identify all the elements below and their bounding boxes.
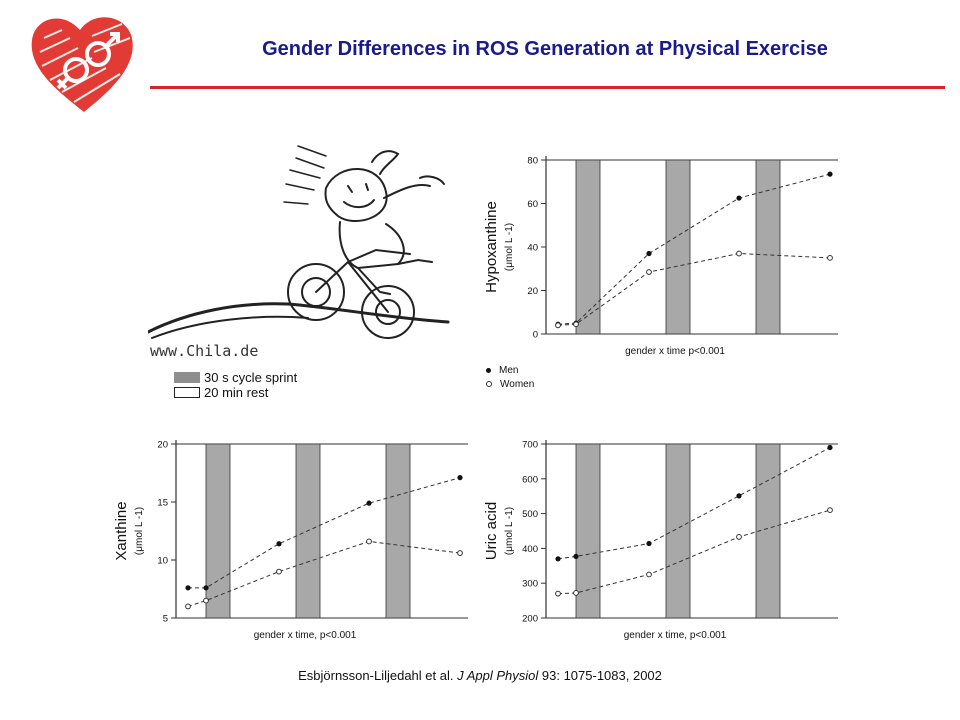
sprint-swatch <box>174 372 200 383</box>
sprint-bar-1 <box>205 443 231 619</box>
title-divider <box>150 86 945 89</box>
data-point-women <box>646 269 652 275</box>
legend-men: Men <box>486 364 534 378</box>
data-point-women <box>555 322 561 329</box>
data-point-men <box>646 250 652 257</box>
data-point-men <box>827 444 833 451</box>
data-point-men <box>736 493 742 499</box>
y-tick-label: 10 <box>157 556 168 567</box>
legend-rest: 20 min rest <box>174 385 297 400</box>
citation-details: 93: 1075-1083, 2002 <box>541 668 662 683</box>
heart-gender-logo <box>31 17 133 112</box>
data-point-men <box>457 475 463 481</box>
data-point-women <box>573 590 579 596</box>
data-point-women <box>736 250 742 257</box>
x-axis-title: gender x time p<0.001 <box>625 346 725 357</box>
y-axis-title: Hypoxanthine <box>483 201 500 293</box>
data-point-women <box>457 550 463 556</box>
y-tick-label: 20 <box>157 440 168 451</box>
sprint-bar-3 <box>755 159 781 335</box>
data-point-women <box>646 571 652 578</box>
data-point-women <box>736 534 742 540</box>
cartoon-watermark: www.Chila.de <box>150 342 258 360</box>
y-tick-label: 40 <box>527 243 538 254</box>
y-axis-unit: (μmol L -1) <box>134 507 145 555</box>
legend-women: Women <box>486 378 534 392</box>
legend-men-label: Men <box>499 365 519 376</box>
y-tick-label: 15 <box>157 498 168 509</box>
sprint-bar-3 <box>385 443 411 619</box>
series-line-men <box>188 477 461 589</box>
citation: Esbjörnsson-Liljedahl et al. J Appl Phys… <box>0 668 960 683</box>
data-point-women <box>185 603 191 610</box>
data-point-men <box>185 585 191 591</box>
data-point-men <box>555 556 561 562</box>
data-point-men <box>573 553 579 560</box>
y-axis-title: Xanthine <box>113 501 130 560</box>
legend-rest-label: 20 min rest <box>204 385 269 400</box>
citation-journal: J Appl Physiol <box>457 668 539 683</box>
data-point-women <box>203 597 209 604</box>
data-point-men <box>203 585 209 591</box>
y-tick-label: 80 <box>527 156 538 167</box>
data-point-women <box>366 538 372 545</box>
y-tick-label: 300 <box>522 579 538 590</box>
y-tick-label: 700 <box>522 440 538 451</box>
legend-women-label: Women <box>500 379 535 390</box>
data-point-men <box>646 540 652 547</box>
series-line-men <box>557 173 831 325</box>
y-tick-label: 20 <box>527 286 538 297</box>
data-point-men <box>827 171 833 177</box>
y-axis-unit: (μmol L -1) <box>504 507 515 555</box>
shading-legend: 30 s cycle sprint 20 min rest <box>174 370 297 400</box>
sprint-bar-2 <box>665 443 691 619</box>
sprint-bar-2 <box>665 159 691 335</box>
y-tick-label: 400 <box>522 544 538 555</box>
data-point-women <box>827 254 833 261</box>
sprint-bar-1 <box>575 159 601 335</box>
page-title: Gender Differences in ROS Generation at … <box>262 38 828 60</box>
legend-sprint-label: 30 s cycle sprint <box>204 370 298 385</box>
y-tick-label: 5 <box>163 614 168 625</box>
legend-sprint: 30 s cycle sprint <box>174 370 297 385</box>
sprint-bar-1 <box>575 443 601 619</box>
citation-authors: Esbjörnsson-Liljedahl et al. <box>298 668 454 683</box>
rest-swatch <box>174 387 200 398</box>
women-marker-icon <box>486 381 492 388</box>
data-point-men <box>366 500 372 506</box>
y-axis-unit: (μmol L -1) <box>504 223 515 271</box>
y-tick-label: 600 <box>522 474 538 485</box>
xanthine-chart: 5 10 15 20 Xanthine (μmol L -1) gender x time,… <box>113 440 468 641</box>
series-legend: Men Women <box>486 364 534 392</box>
x-axis-title: gender x time, p<0.001 <box>254 630 357 641</box>
x-axis-title: gender x time, p<0.001 <box>624 630 727 641</box>
data-point-men <box>736 195 742 201</box>
y-axis-title: Uric acid <box>483 502 500 560</box>
y-tick-label: 60 <box>527 199 538 210</box>
y-tick-label: 200 <box>522 614 538 625</box>
uric-acid-chart: 200 300 400 500 600 700 Uric acid (μmol L -1) ge… <box>483 440 838 641</box>
men-marker-icon <box>486 367 491 373</box>
data-point-women <box>276 568 282 575</box>
data-point-women <box>827 507 833 514</box>
y-tick-label: 500 <box>522 509 538 520</box>
cyclist-cartoon-image: www.Chila.de <box>148 145 450 360</box>
data-point-women <box>555 590 561 597</box>
data-point-men <box>276 541 282 547</box>
hypoxanthine-chart: 0 20 40 60 80 Hypoxanthine (μmol L -1) gender x… <box>483 156 838 357</box>
y-tick-label: 0 <box>533 330 538 341</box>
data-point-women <box>573 321 579 328</box>
